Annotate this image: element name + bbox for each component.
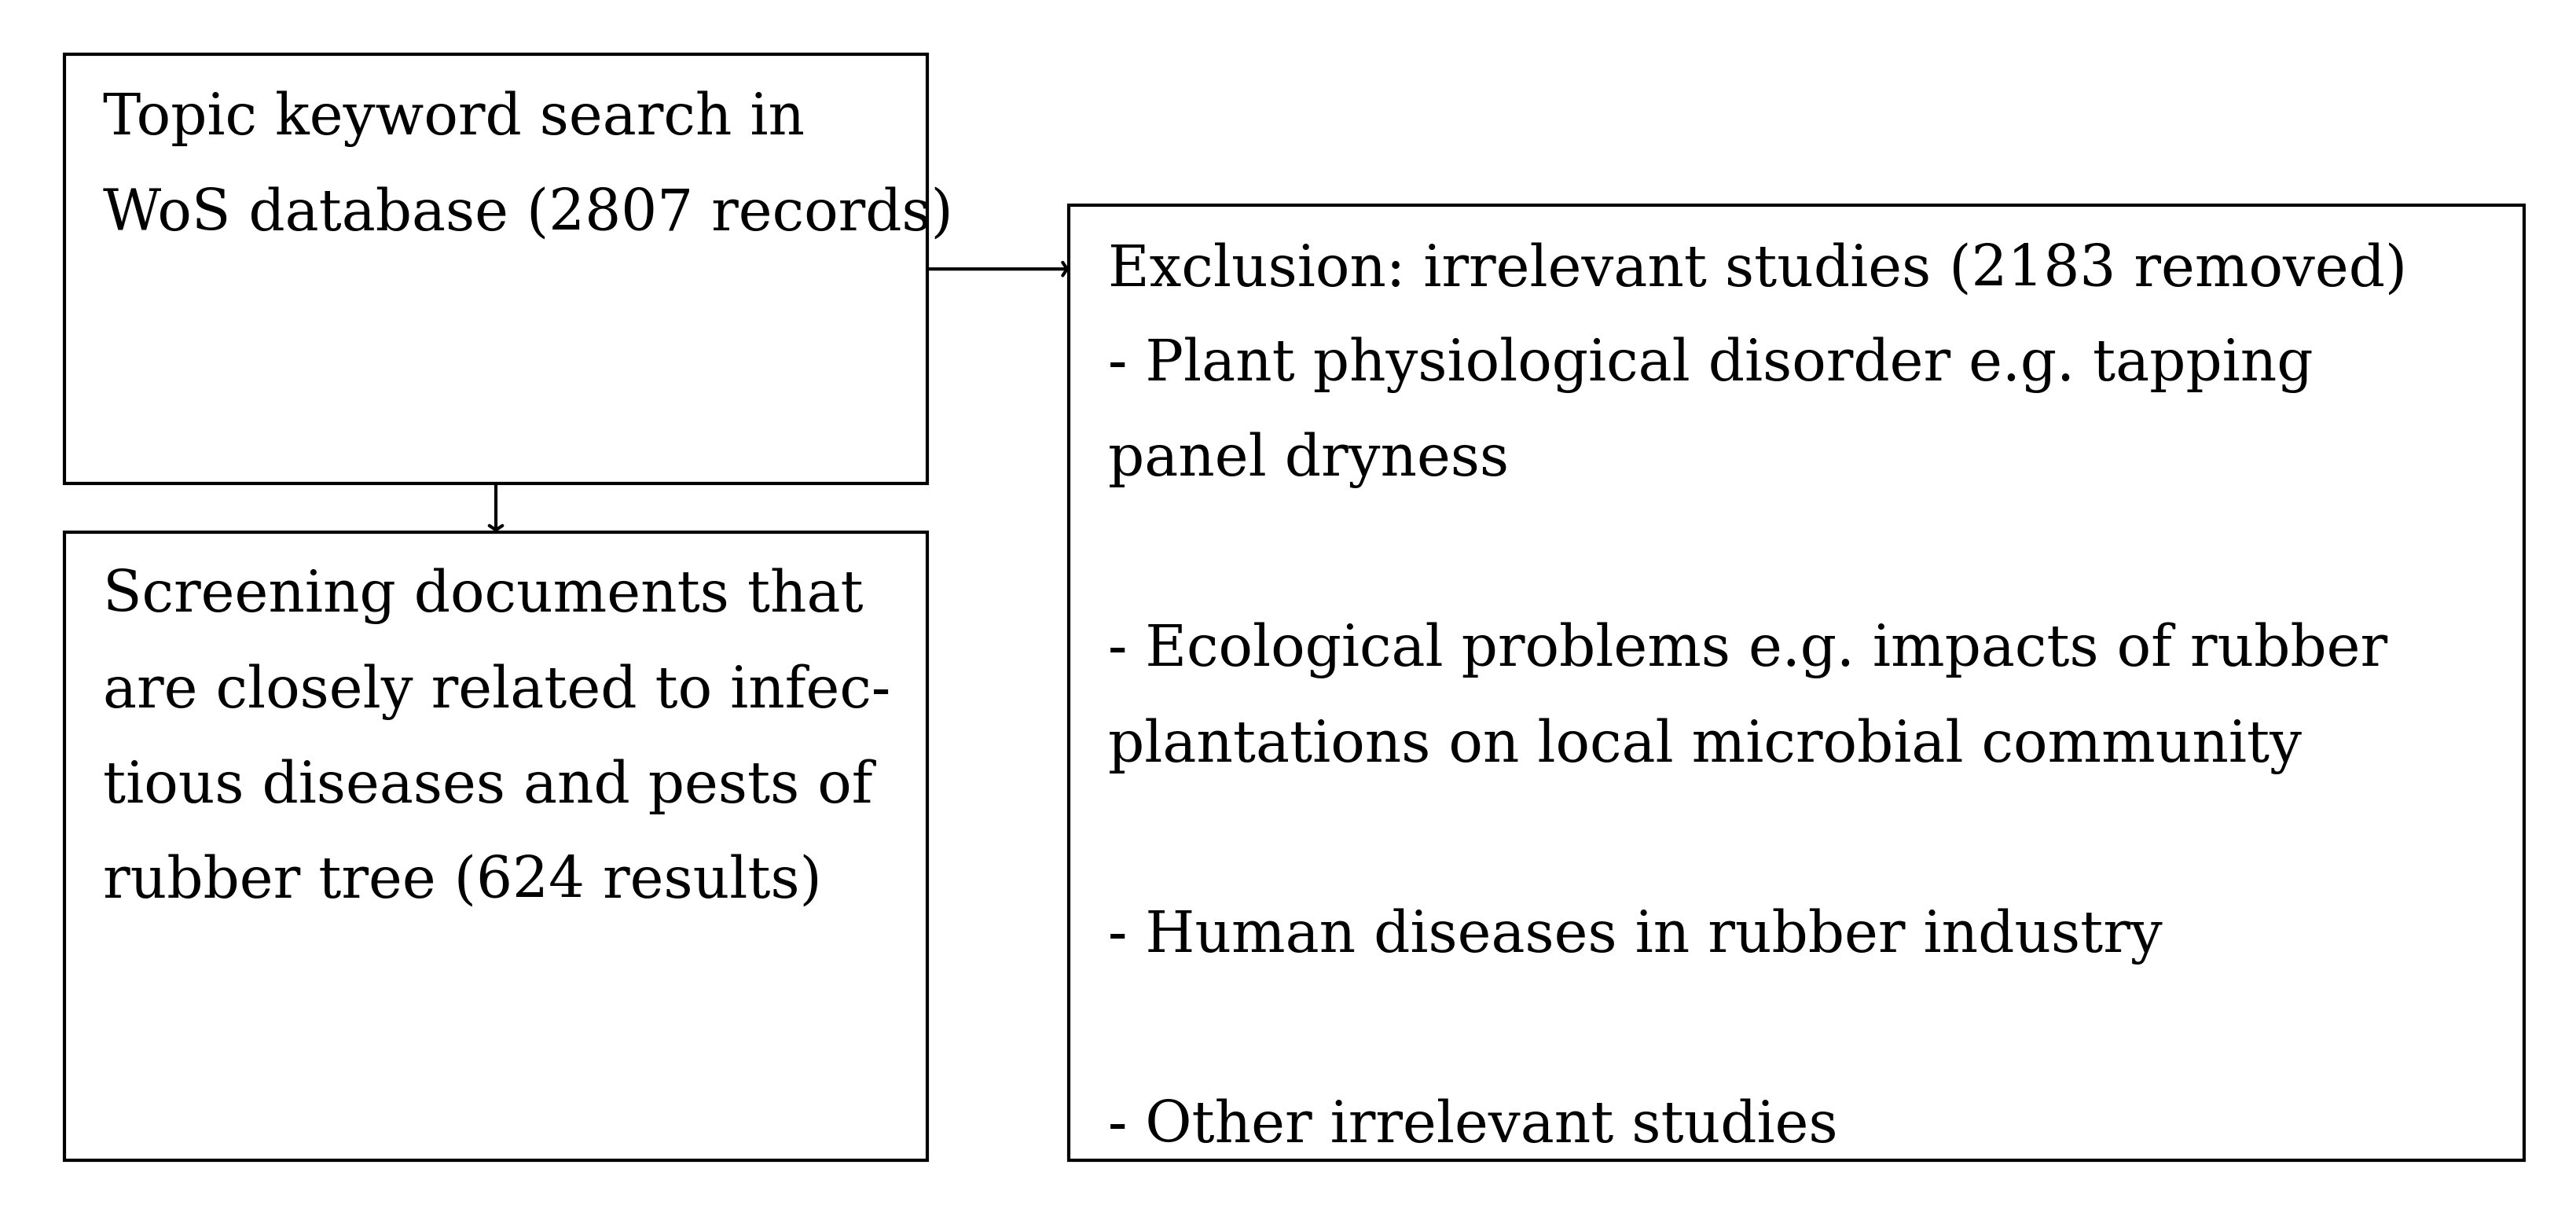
Text: Exclusion: irrelevant studies (2183 removed)
- Plant physiological disorder e.g.: Exclusion: irrelevant studies (2183 remo… (1108, 242, 2406, 1153)
FancyBboxPatch shape (1069, 206, 2524, 1161)
Text: Screening documents that
are closely related to infec-
tious diseases and pests : Screening documents that are closely rel… (103, 568, 891, 909)
Text: Topic keyword search in
WoS database (2807 records): Topic keyword search in WoS database (28… (103, 91, 953, 242)
FancyBboxPatch shape (64, 532, 927, 1161)
FancyBboxPatch shape (64, 54, 927, 484)
